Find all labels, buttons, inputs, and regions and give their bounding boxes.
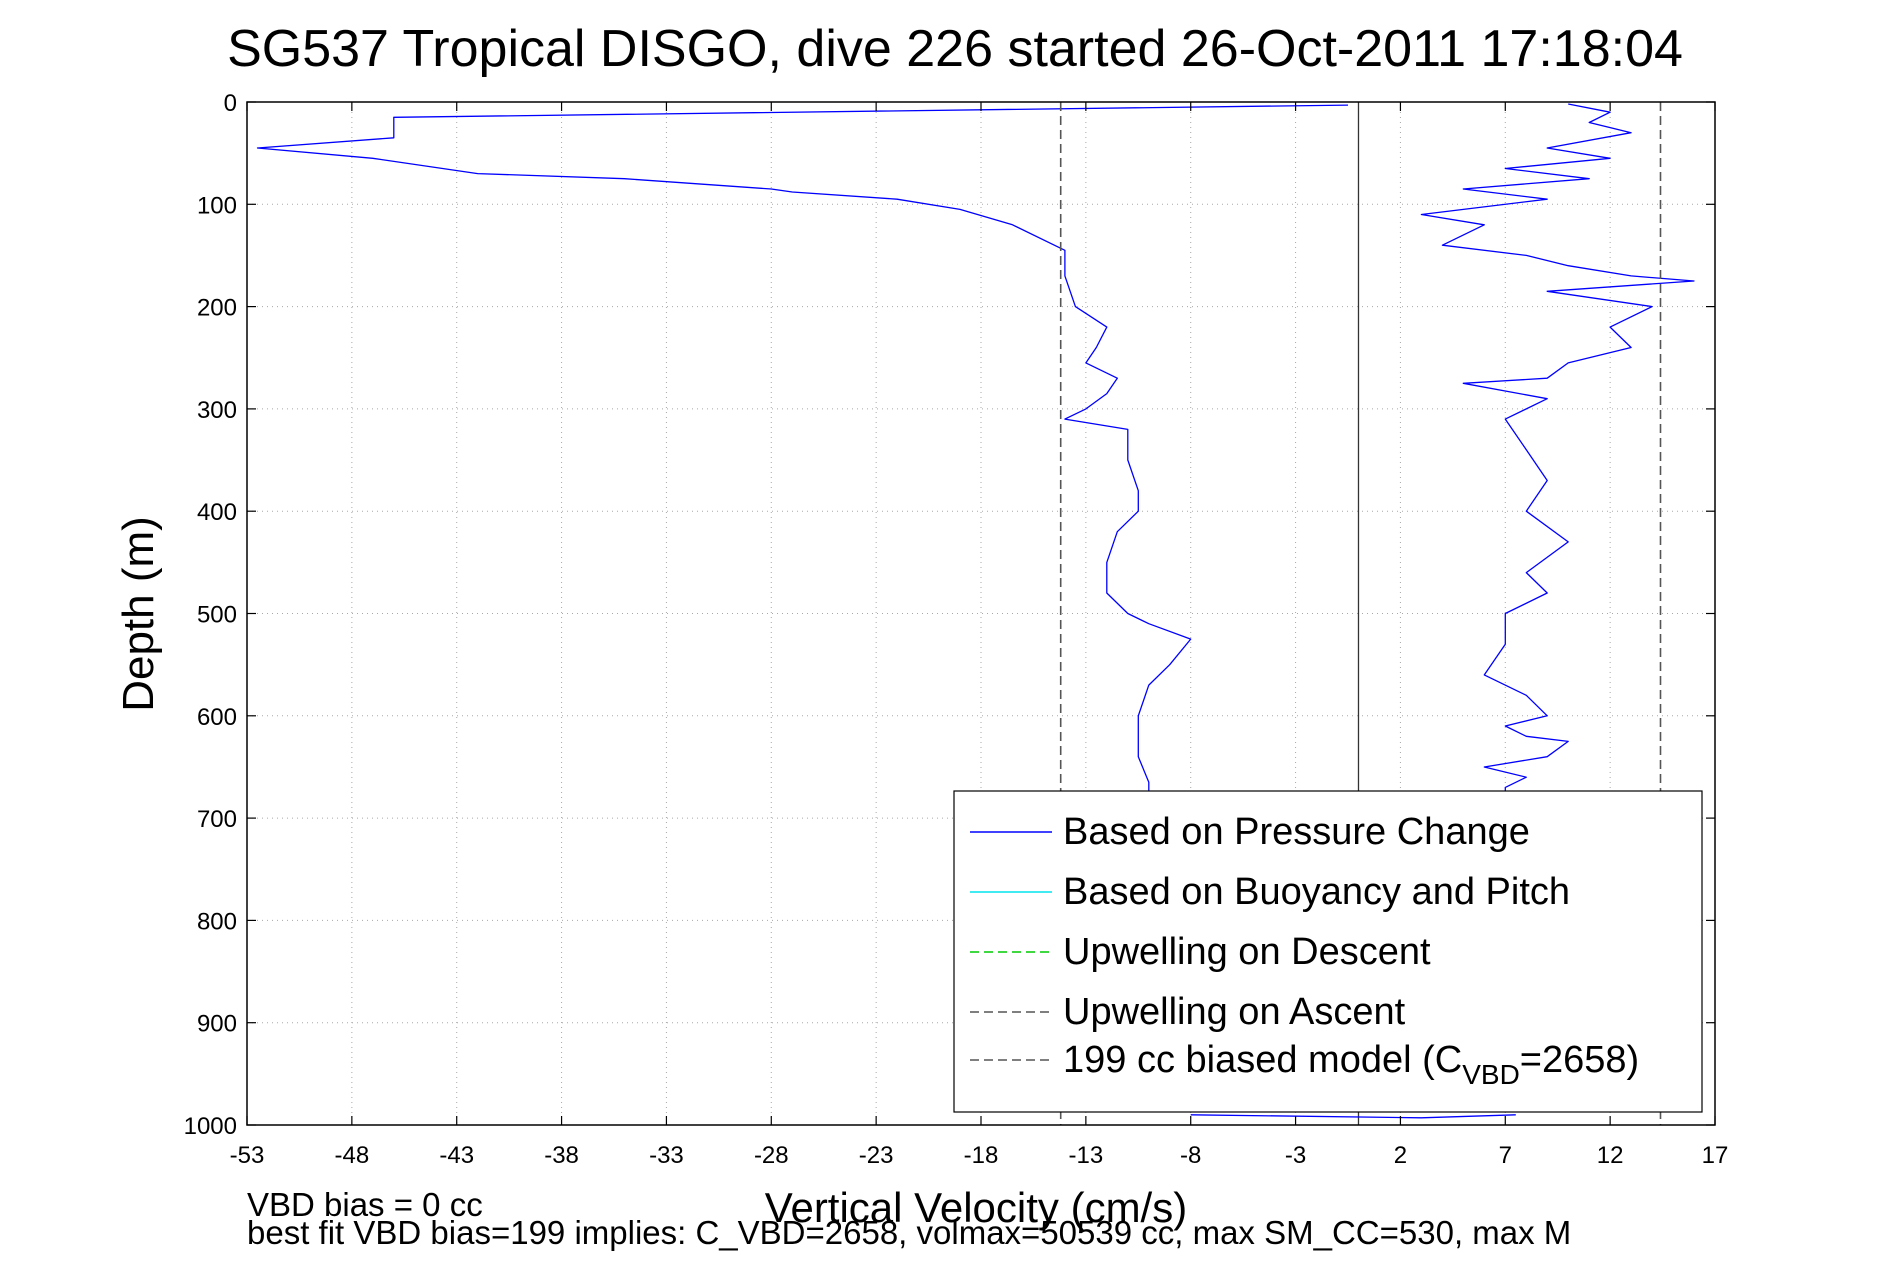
x-tick-label: -43 [439,1142,474,1169]
series-line [1190,1114,1516,1119]
axis-ticks: -53 -48 -43 -38 -33 -28 -23 -18 -13 -8 -3 2 7 12 17 0 10… [184,90,1729,1169]
x-tick-label: -53 [230,1142,265,1169]
x-tick-label: -33 [649,1142,684,1169]
y-tick-label: 200 [197,295,237,322]
x-tick-label: -48 [335,1142,370,1169]
x-tick-label: -38 [544,1142,579,1169]
y-tick-label: 400 [197,499,237,526]
y-tick-label: 100 [197,192,237,219]
x-tick-label: -23 [859,1142,894,1169]
y-tick-label: 0 [224,90,237,117]
y-tick-label: 1000 [184,1113,237,1140]
x-axis-label: Vertical Velocity (cm/s) [765,1184,1187,1231]
legend-label: Based on Pressure Change [1063,811,1530,853]
x-tick-label: 7 [1499,1142,1512,1169]
chart-legend: Based on Pressure Change Based on Buoyanc… [953,790,1703,1113]
x-tick-label: 17 [1702,1142,1729,1169]
data-series [256,102,1695,1125]
x-tick-label: 2 [1394,1142,1407,1169]
series-line [1420,103,1695,798]
y-tick-label: 600 [197,704,237,731]
chart-title: SG537 Tropical DISGO, dive 226 started 2… [227,20,1683,78]
x-tick-label: -28 [754,1142,789,1169]
x-tick-label: -13 [1069,1142,1104,1169]
y-tick-label: 800 [197,908,237,935]
x-tick-label: -8 [1180,1142,1201,1169]
y-tick-label: 300 [197,397,237,424]
legend-label: Upwelling on Ascent [1063,991,1406,1033]
x-tick-label: 12 [1597,1142,1624,1169]
y-tick-label: 900 [197,1011,237,1038]
y-axis-label: Depth (m) [114,516,163,712]
legend-label: Based on Buoyancy and Pitch [1063,871,1570,913]
y-tick-label: 700 [197,806,237,833]
legend-label: Upwelling on Descent [1063,931,1431,973]
legend-label: 199 cc biased model (CVBD=2658) [1063,1039,1639,1090]
legend-box [953,790,1703,1113]
footnote-best-fit: best fit VBD bias=199 implies: C_VBD=265… [247,1214,1571,1251]
footnote-vbd-bias: VBD bias = 0 cc [247,1186,483,1223]
series-line [256,104,1349,798]
y-tick-label: 500 [197,602,237,629]
x-tick-label: -18 [964,1142,999,1169]
x-tick-label: -3 [1285,1142,1306,1169]
grid-lines [247,102,1715,1125]
